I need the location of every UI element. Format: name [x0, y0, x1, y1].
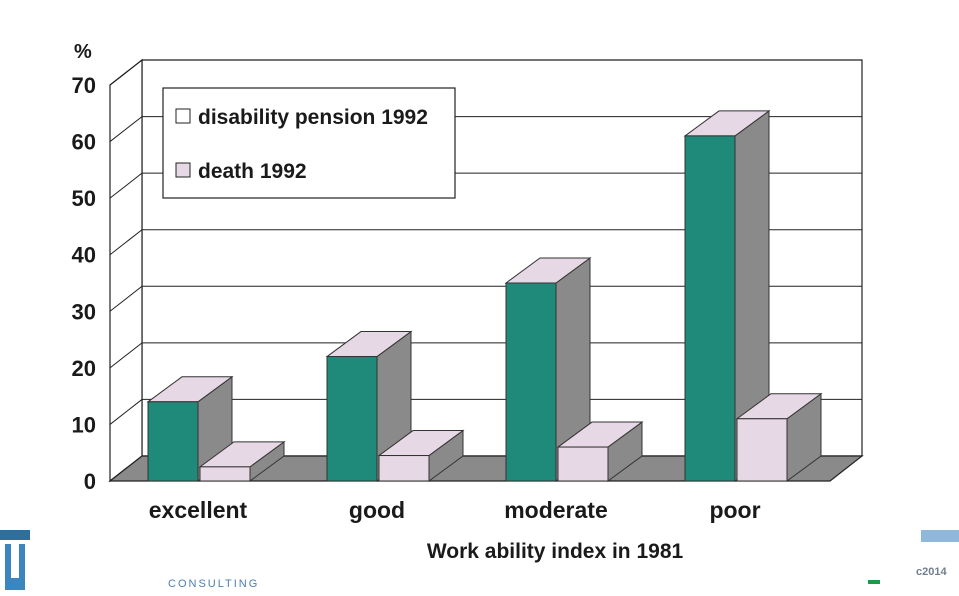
bar-death-moderate — [556, 421, 644, 482]
bar-front — [326, 356, 378, 482]
copyright-text: c2014 — [916, 566, 947, 578]
legend-box — [162, 87, 456, 199]
gridline — [109, 285, 862, 312]
gridline — [109, 116, 862, 142]
bar-front — [684, 135, 736, 482]
brand-logo-mark-icon — [5, 544, 25, 590]
footer-accent-bar — [921, 530, 959, 542]
y-tick-label: 50 — [72, 186, 96, 211]
y-axis-ticks: 0 10 20 30 40 50 60 70 — [72, 73, 96, 494]
bar-front — [147, 401, 199, 482]
gridline — [109, 172, 862, 199]
side-wall — [109, 58, 143, 483]
y-tick-label: 10 — [72, 412, 96, 437]
gridline — [109, 398, 862, 425]
legend-label: death 1992 — [198, 160, 307, 183]
legend-swatch — [175, 108, 191, 124]
y-tick-label: 0 — [84, 469, 96, 494]
x-category-label: moderate — [504, 497, 608, 523]
bar-front — [199, 466, 251, 482]
y-tick-label: 30 — [72, 299, 96, 324]
bar-disability-pension-poor — [683, 109, 771, 482]
gridline — [109, 59, 862, 86]
bars — [146, 109, 823, 482]
brand-text: CONSULTING — [168, 578, 260, 590]
gridline — [109, 229, 862, 256]
y-tick-label: 20 — [72, 356, 96, 381]
x-category-label: excellent — [149, 497, 248, 523]
x-category-label: good — [349, 497, 405, 523]
legend: disability pension 1992 death 1992 — [162, 87, 456, 199]
y-tick-label: 40 — [72, 243, 96, 268]
x-axis-title: Work ability index in 1981 — [427, 540, 684, 563]
y-tick-label: 60 — [72, 130, 96, 155]
legend-swatch — [175, 162, 191, 178]
bar-death-good — [377, 429, 465, 482]
brand-logo — [0, 530, 30, 590]
legend-label: disability pension 1992 — [198, 106, 428, 129]
y-tick-label: 70 — [72, 73, 96, 98]
footer-green-mark — [868, 580, 880, 584]
y-axis-unit: % — [74, 41, 92, 63]
x-category-label: poor — [709, 497, 760, 523]
bar-disability-pension-moderate — [504, 257, 592, 482]
bar-front — [505, 282, 557, 482]
bar-front — [557, 446, 609, 482]
bar-front — [378, 455, 430, 482]
x-axis-categories: excellent good moderate poor — [149, 497, 761, 523]
bar-death-poor — [735, 392, 823, 482]
bar-front — [736, 418, 788, 482]
gridlines — [109, 59, 862, 425]
bar-death-excellent — [198, 440, 286, 482]
gridline — [109, 342, 862, 369]
brand-logo-bar — [0, 530, 30, 540]
